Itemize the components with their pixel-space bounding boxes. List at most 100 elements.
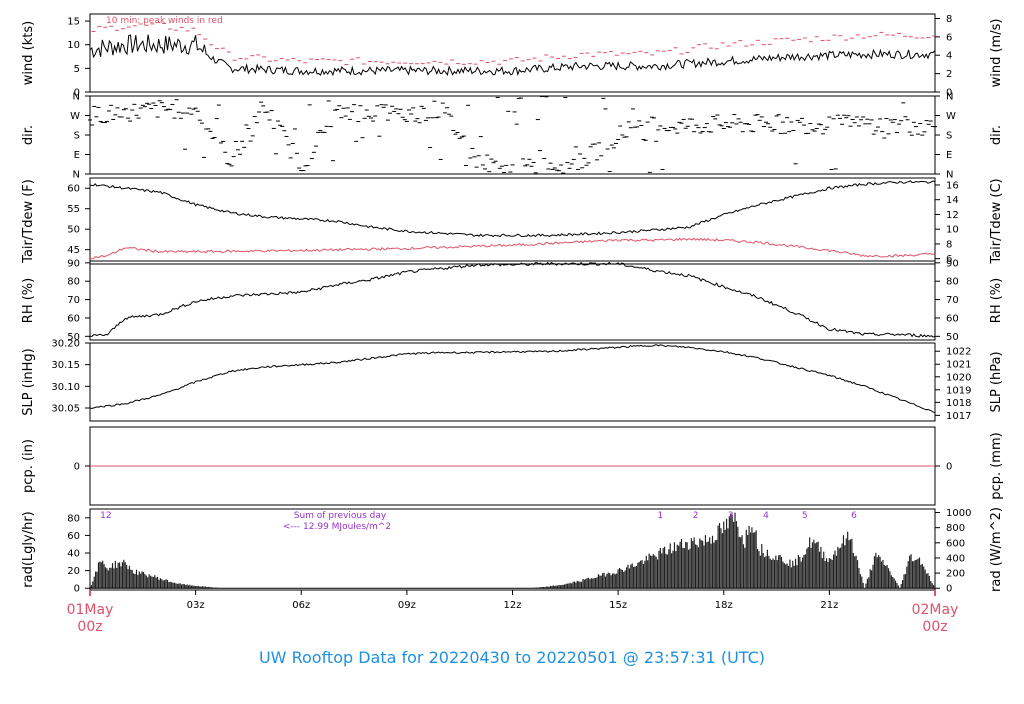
- left-tick-label: 60: [67, 531, 80, 542]
- right-tick-label: 50: [946, 332, 959, 343]
- left-tick-label: 5: [74, 64, 80, 75]
- time-start-date: 01May: [67, 602, 114, 618]
- slp-line: [89, 344, 936, 414]
- panel-frame: [89, 342, 936, 422]
- right-tick-label: 6: [946, 254, 952, 265]
- time-tick-label: 09z: [398, 600, 416, 611]
- time-tick-label: 15z: [609, 600, 627, 611]
- rad-annotation: <--- 12.99 MJoules/m^2: [283, 522, 391, 532]
- right-tick-label: 400: [946, 553, 965, 564]
- panel-0: 0 5 10 15 0 2 4 6 8 wind (kts) wind (m/s) 10 min: p…: [21, 13, 1004, 99]
- ylabel-right: RH (%): [989, 278, 1004, 323]
- left-tick-label: 0: [74, 584, 80, 595]
- ylabel-right: SLP (hPa): [989, 351, 1004, 412]
- ylabel-left: RH (%): [21, 278, 36, 323]
- right-tick-label: 1017: [946, 411, 971, 422]
- left-tick-label: 30.05: [51, 404, 80, 415]
- left-tick-label: 30.10: [51, 382, 80, 393]
- ylabel-left: SLP (inHg): [21, 348, 36, 416]
- left-tick-label: 20: [67, 566, 80, 577]
- panel-4: 30.05 30.10 30.15 30.20 1017 1018 1019 10201021…: [21, 339, 1004, 422]
- left-tick-label: 10: [67, 40, 80, 51]
- right-tick-label: 14: [946, 195, 959, 206]
- right-tick-label: S: [946, 131, 952, 142]
- left-tick-label: 60: [67, 184, 80, 195]
- panel-5: 0 0 pcp. (in) pcp. (mm): [21, 426, 1004, 506]
- sun-hour-label: 3: [728, 511, 734, 521]
- right-tick-label: 800: [946, 523, 965, 534]
- left-tick-label: W: [70, 111, 80, 122]
- tair-line: [89, 180, 936, 238]
- left-tick-label: E: [74, 150, 80, 161]
- left-tick-label: 30.15: [51, 360, 80, 371]
- left-tick-label: 80: [67, 277, 80, 288]
- left-tick-label: 40: [67, 549, 80, 560]
- left-tick-label: 55: [67, 204, 80, 215]
- right-tick-label: 90: [946, 258, 959, 269]
- panel-frame: [89, 13, 936, 93]
- left-tick-label: S: [74, 131, 80, 142]
- left-tick-label: 70: [67, 295, 80, 306]
- time-end-date: 02May: [912, 602, 959, 618]
- left-tick-label: 60: [67, 313, 80, 324]
- right-tick-label: 0: [946, 462, 952, 473]
- sun-hour-label: 4: [763, 511, 769, 521]
- panel-3: 50 60 70 80 90 50 60 70 80 90 RH (%) RH (%): [21, 258, 1004, 342]
- ylabel-right: wind (m/s): [989, 19, 1004, 88]
- ylabel-left: rad(Lgly/hr): [21, 511, 36, 587]
- right-tick-label: N: [946, 170, 953, 181]
- left-tick-label: 15: [67, 17, 80, 28]
- peak-annotation: 10 min: peak winds in red: [106, 16, 223, 26]
- left-tick-label: N: [73, 170, 80, 181]
- ylabel-right: Tair/Tdew (C): [989, 178, 1004, 264]
- right-tick-label: 60: [946, 313, 959, 324]
- right-tick-label: 0: [946, 88, 952, 99]
- ylabel-right: rad (W/m^2): [989, 507, 1004, 592]
- wind-line: [89, 34, 936, 77]
- ylabel-left: Tair/Tdew (F): [21, 179, 36, 264]
- time-tick-label: 21z: [820, 600, 838, 611]
- ylabel-left: pcp. (in): [21, 439, 36, 493]
- right-tick-label: 0: [946, 584, 952, 595]
- right-tick-label: 200: [946, 569, 965, 580]
- tdew-line: [89, 237, 936, 260]
- sun-hour-label: 6: [851, 511, 857, 521]
- sun-hour-label: 2: [693, 511, 699, 521]
- ylabel-left: dir.: [21, 125, 36, 145]
- right-tick-label: 8: [946, 239, 952, 250]
- left-tick-label: 50: [67, 225, 80, 236]
- right-tick-label: 1019: [946, 385, 971, 396]
- sun-hour-label: 5: [802, 511, 808, 521]
- left-tick-label: 0: [74, 462, 80, 473]
- right-tick-label: 6: [946, 32, 952, 43]
- time-tick-label: 03z: [187, 600, 205, 611]
- panel-frame: [89, 260, 936, 341]
- time-start-hour: 00z: [77, 619, 102, 635]
- sun-hour-label: 12: [100, 511, 111, 521]
- left-tick-label: 0: [74, 88, 80, 99]
- right-tick-label: 1021: [946, 360, 971, 371]
- right-tick-label: 1000: [946, 508, 971, 519]
- right-tick-label: W: [946, 111, 956, 122]
- right-tick-label: 70: [946, 295, 959, 306]
- left-tick-label: 50: [67, 332, 80, 343]
- time-tick-label: 18z: [715, 600, 733, 611]
- right-tick-label: 4: [946, 51, 952, 62]
- right-tick-label: 1022: [946, 347, 971, 358]
- right-tick-label: N: [946, 92, 953, 103]
- rad-annotation: Sum of previous day: [294, 511, 387, 521]
- sun-hour-label: 1: [658, 511, 664, 521]
- ylabel-left: wind (kts): [21, 21, 36, 85]
- rh-line: [89, 261, 936, 338]
- right-tick-label: 2: [946, 69, 952, 80]
- right-tick-label: E: [946, 150, 952, 161]
- right-tick-label: 80: [946, 277, 959, 288]
- left-tick-label: N: [73, 92, 80, 103]
- left-tick-label: 45: [67, 245, 80, 256]
- right-tick-label: 16: [946, 180, 959, 191]
